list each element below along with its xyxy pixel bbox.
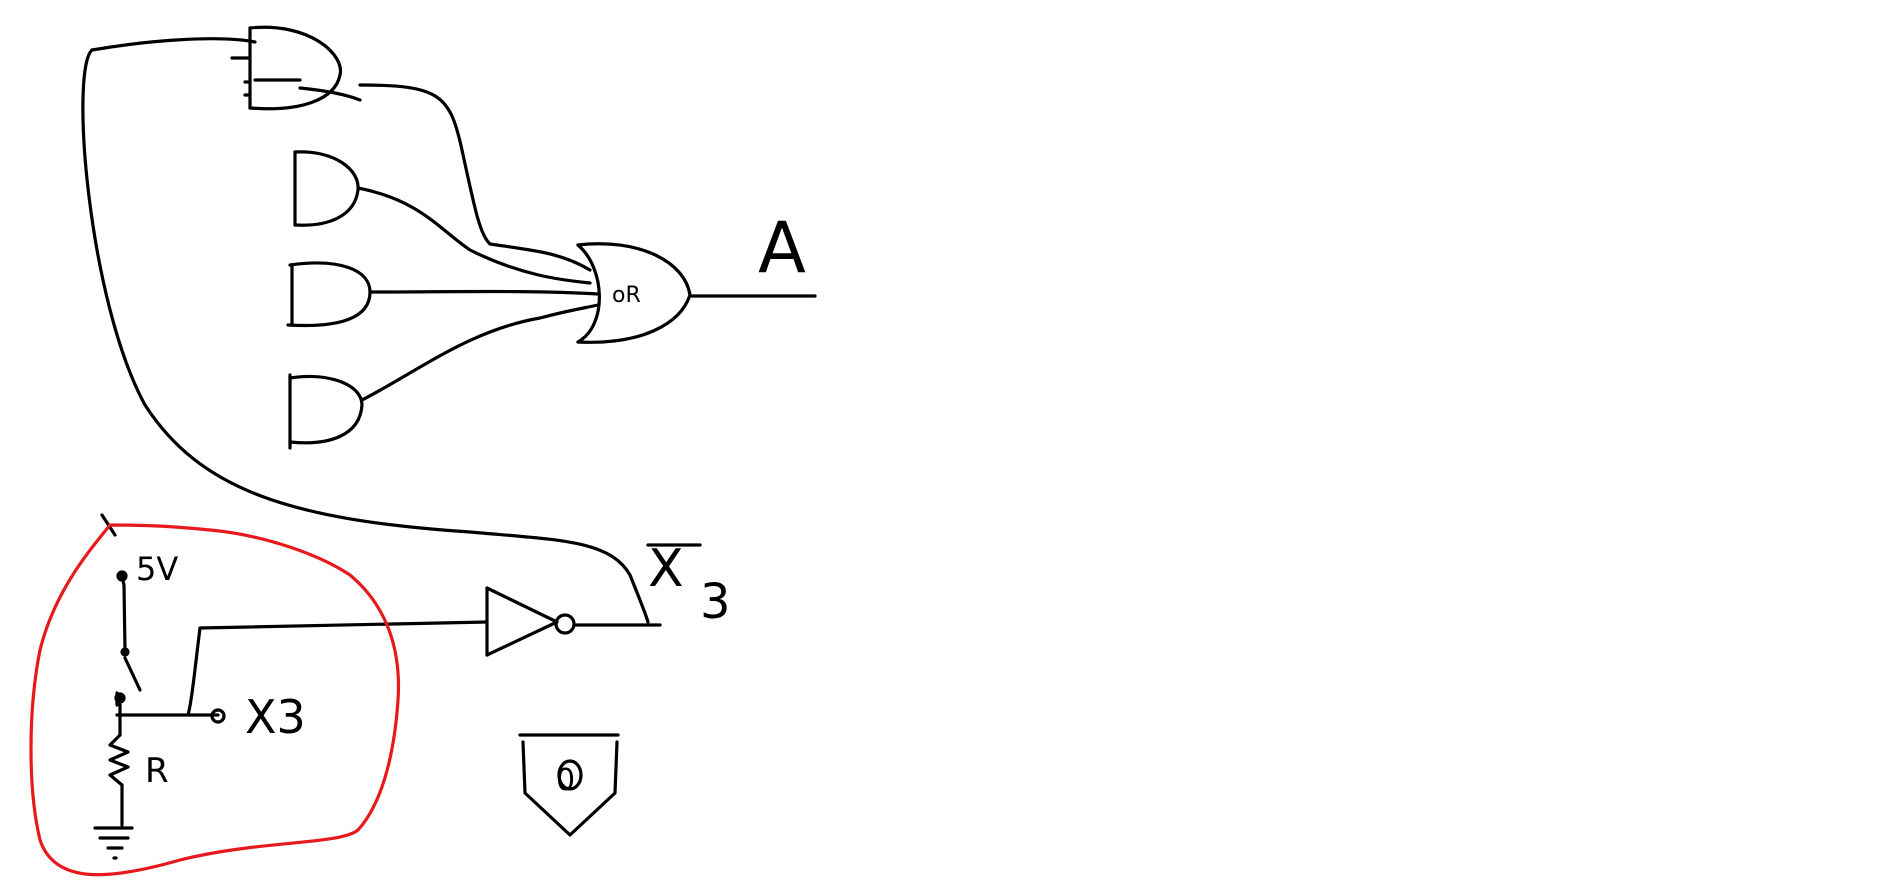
indicator-label: 0 bbox=[556, 763, 575, 798]
not-gate bbox=[485, 586, 662, 657]
input-label: X3 bbox=[245, 690, 306, 744]
highlight-loop bbox=[29, 523, 401, 877]
and-gate-4 bbox=[288, 373, 364, 450]
output-label: A bbox=[758, 207, 806, 289]
supply-terminal bbox=[116, 570, 128, 582]
or-gate-label: oR bbox=[612, 283, 641, 308]
and-gate-3 bbox=[286, 261, 372, 328]
input-bar-sub-label: 3 bbox=[700, 574, 731, 630]
resistor-label: R bbox=[145, 751, 169, 791]
and-gate-3input bbox=[90, 25, 362, 111]
indicator-shape bbox=[521, 740, 619, 837]
supply-label: 5V bbox=[136, 550, 178, 588]
and-gate-2 bbox=[293, 150, 360, 227]
x3-node bbox=[210, 708, 226, 724]
switch-circuit bbox=[93, 575, 220, 860]
input-bar-label: X bbox=[648, 539, 684, 599]
